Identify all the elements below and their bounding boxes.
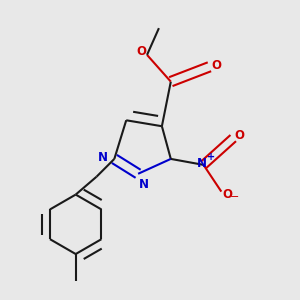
Text: O: O — [136, 45, 146, 58]
Text: O: O — [222, 188, 232, 201]
Text: N: N — [139, 178, 149, 191]
Text: N: N — [98, 151, 107, 164]
Text: −: − — [230, 192, 239, 202]
Text: O: O — [211, 59, 221, 72]
Text: O: O — [234, 129, 244, 142]
Text: +: + — [207, 152, 215, 162]
Text: N: N — [197, 157, 207, 170]
